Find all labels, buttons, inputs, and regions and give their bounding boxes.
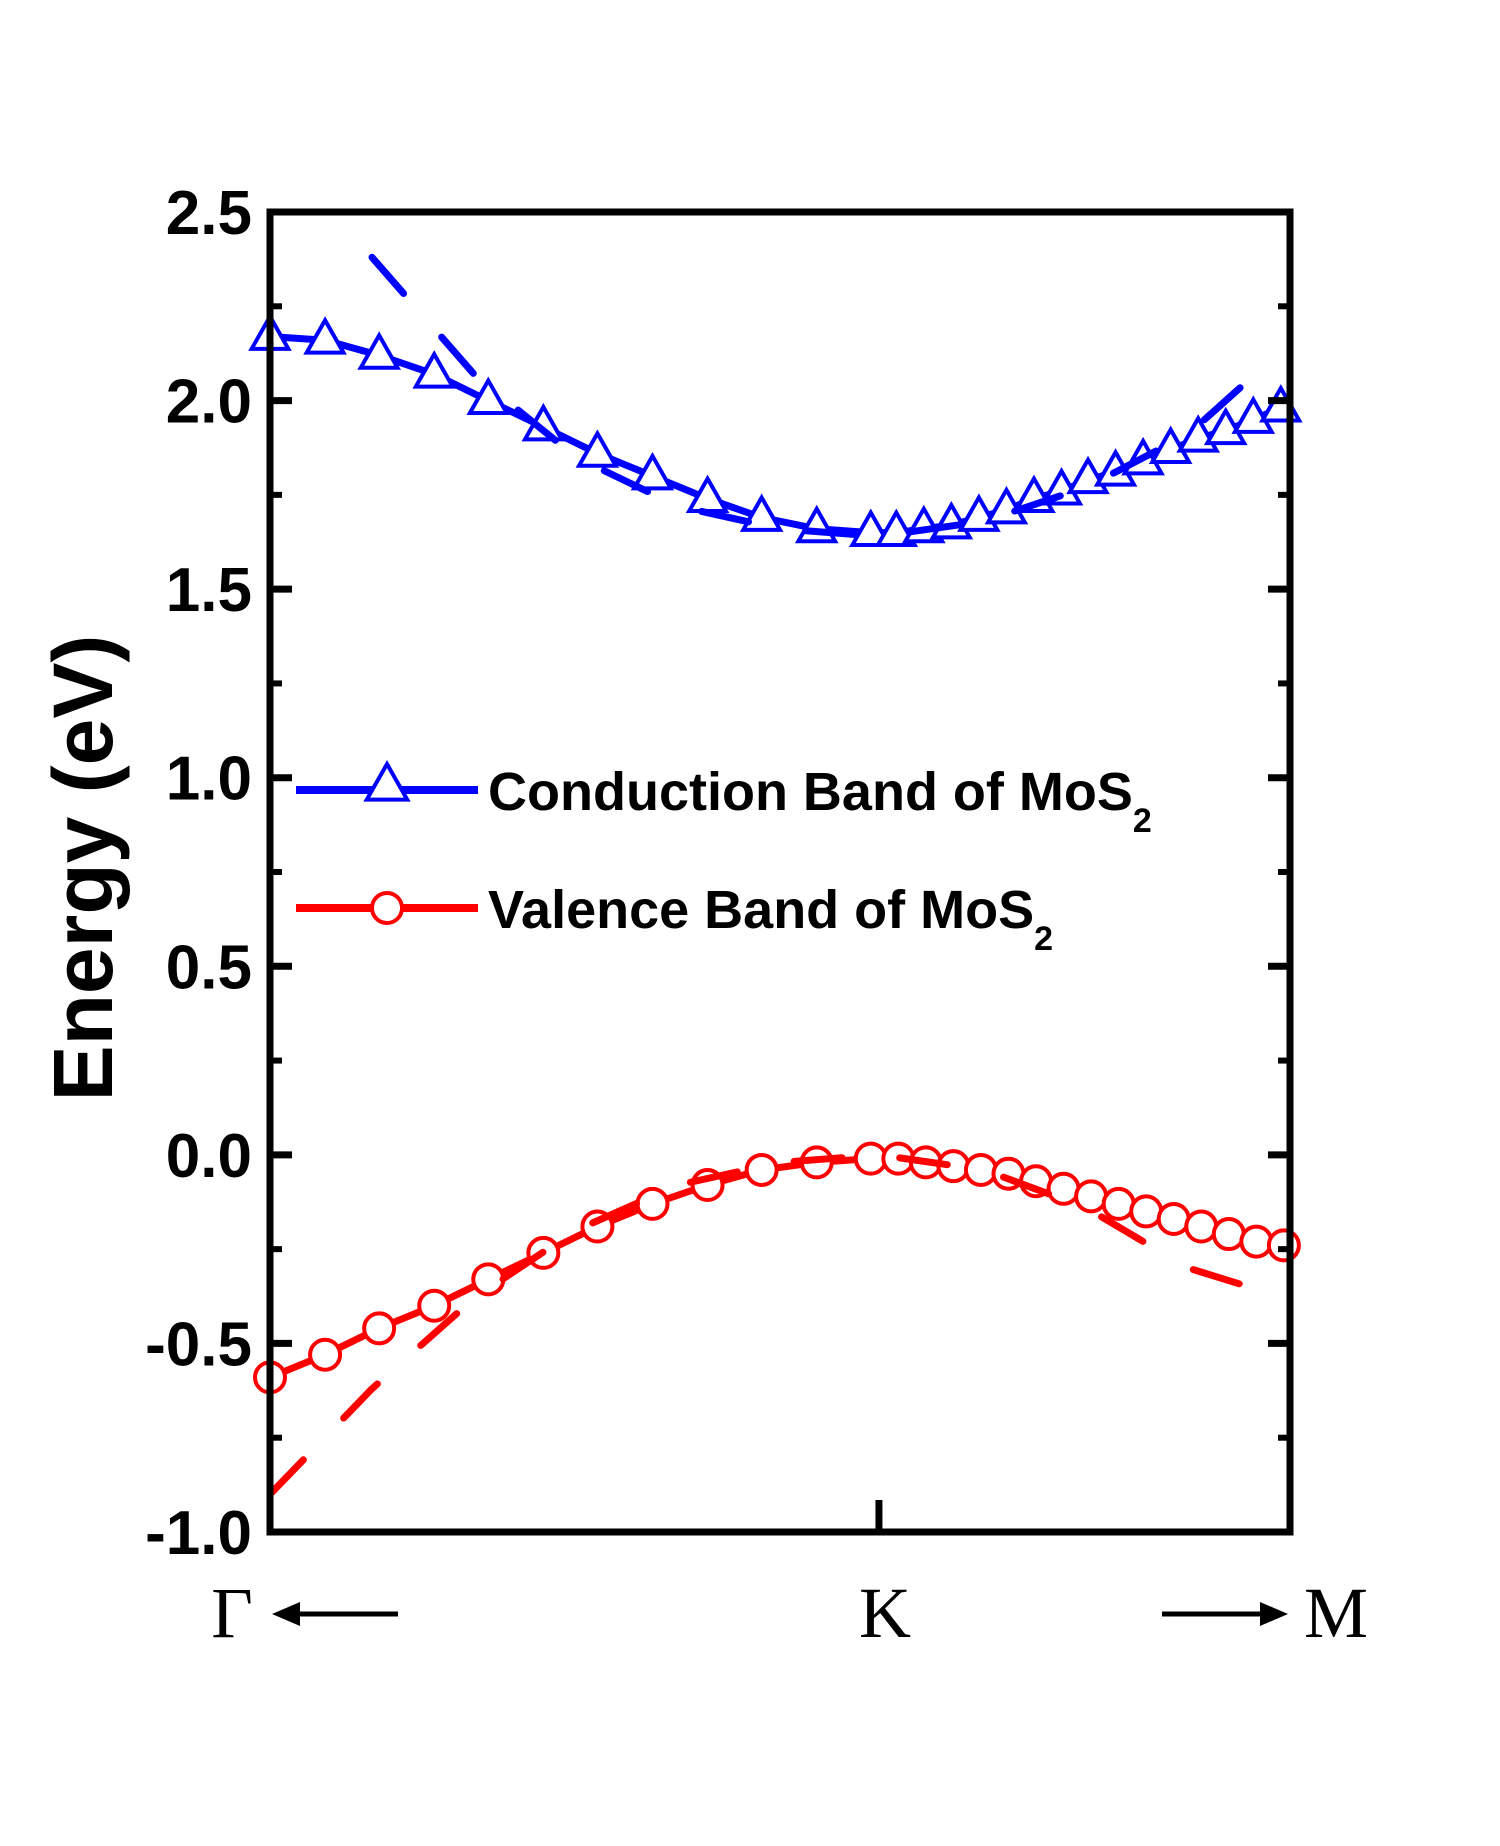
data-point <box>1231 395 1276 434</box>
left-arrow-icon <box>272 1602 300 1626</box>
legend-label-subscript: 2 <box>1034 920 1053 958</box>
data-point <box>417 1288 452 1323</box>
y-tick-label: 1.5 <box>166 556 252 625</box>
data-point <box>471 1262 506 1297</box>
y-tick-label: 0.5 <box>166 933 252 1002</box>
data-point <box>853 1141 888 1176</box>
data-point <box>744 1152 779 1187</box>
y-tick-label: -0.5 <box>145 1310 252 1379</box>
series-line <box>266 1151 1253 1498</box>
legend-label-subscript: 2 <box>1133 802 1152 840</box>
right-arrow-icon <box>1260 1602 1288 1626</box>
series-line <box>368 253 1263 540</box>
k-label: K <box>859 1573 911 1653</box>
data-point <box>308 1337 343 1372</box>
y-tick-label: 1.0 <box>166 745 252 814</box>
gamma-label: Γ <box>211 1573 253 1653</box>
y-tick-label: 2.0 <box>166 368 252 437</box>
axis-layer: 2.5 2.0 1.5 1.0 0.5 0.0 -0.5 -1.0 <box>145 179 1290 1568</box>
y-tick-label: -1.0 <box>145 1499 252 1568</box>
data-point <box>1156 1201 1191 1236</box>
legend-triangle-marker <box>363 759 411 802</box>
y-axis-label: Energy (eV) <box>36 635 130 1102</box>
legend-circle-marker <box>370 891 404 925</box>
data-point <box>635 1186 670 1221</box>
data-point <box>303 316 347 355</box>
y-tick-label: 2.5 <box>166 179 252 248</box>
data-point <box>357 331 401 370</box>
data-point <box>1046 1171 1081 1206</box>
data-point <box>412 350 457 389</box>
data-point <box>1148 425 1193 464</box>
data-point <box>575 429 620 468</box>
data-point <box>874 508 919 547</box>
data-point <box>362 1311 397 1346</box>
data-point <box>1266 1228 1301 1263</box>
data-point <box>1101 1186 1136 1221</box>
data-point <box>1239 1224 1274 1259</box>
data-point <box>1074 1179 1109 1214</box>
data-point <box>1211 1217 1246 1252</box>
data-point <box>1129 1194 1164 1229</box>
data-point <box>630 451 675 491</box>
data-point <box>466 376 511 415</box>
data-point <box>739 493 784 532</box>
m-label: M <box>1304 1573 1368 1653</box>
data-point <box>963 1152 998 1187</box>
data-point <box>1203 406 1248 446</box>
data-point <box>848 508 893 547</box>
y-tick-label: 0.0 <box>166 1122 252 1191</box>
series-3 <box>266 1151 1253 1498</box>
series-2 <box>368 253 1263 540</box>
data-point <box>1184 1209 1219 1244</box>
